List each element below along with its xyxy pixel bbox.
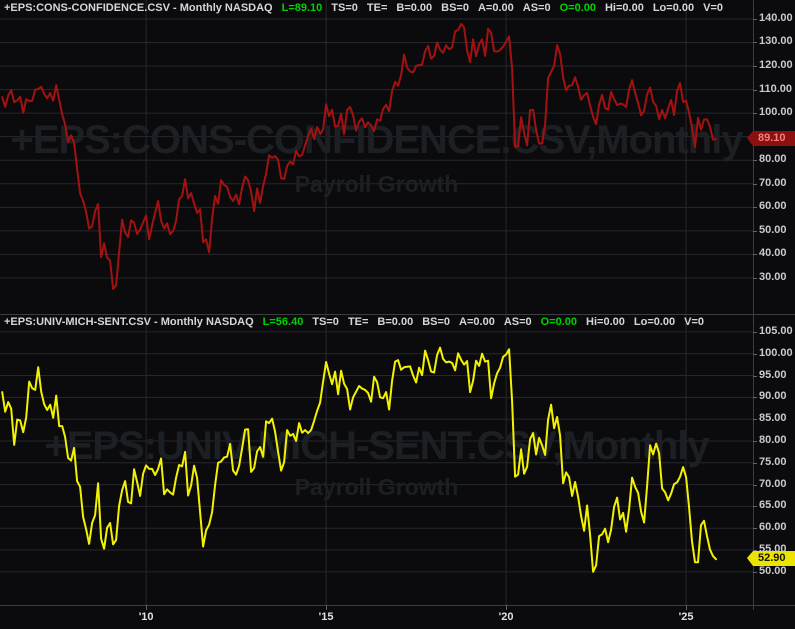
- price-axis-label: 70.00: [759, 176, 787, 189]
- price-axis-label: 140.00: [759, 11, 793, 24]
- price-axis-label: 100.00: [759, 106, 793, 119]
- price-axis-label: 80.00: [759, 153, 787, 166]
- price-axis-label: 40.00: [759, 247, 787, 260]
- price-axis-label: 75.00: [759, 455, 787, 468]
- price-axis-label: 130.00: [759, 35, 793, 48]
- price-tick-mark: [753, 277, 757, 279]
- header-field: TS=0: [312, 316, 339, 328]
- price-axis-label: 30.00: [759, 270, 787, 283]
- series-line-cons-confidence: [1, 22, 717, 290]
- panel2-header: +EPS:UNIV-MICH-SENT.CSV - Monthly NASDAQ…: [4, 316, 704, 328]
- time-axis-border: [0, 605, 795, 606]
- time-axis-label: '10: [138, 611, 154, 623]
- price-axis-label: 60.00: [759, 521, 787, 534]
- header-field: O=0.00: [540, 316, 578, 328]
- price-axis-label: 60.00: [759, 200, 787, 213]
- header-field: B=0.00: [377, 316, 414, 328]
- price-axis-label: 85.00: [759, 412, 787, 425]
- last-price-badge-cons-confidence: 89.10: [747, 130, 795, 146]
- price-axis-label: 95.00: [759, 368, 787, 381]
- header-field: BS=0: [441, 2, 469, 14]
- price-axis-label: 100.00: [759, 346, 793, 359]
- header-field: AS=0: [522, 2, 551, 14]
- header-field: V=0: [703, 2, 723, 14]
- header-field: B=0.00: [396, 2, 433, 14]
- price-tick-mark: [753, 18, 757, 20]
- price-tick-mark: [753, 42, 757, 44]
- header-field: TE=: [347, 316, 369, 328]
- badge-arrow-icon: [747, 130, 753, 146]
- last-price-value: 52.90: [758, 552, 786, 565]
- header-field: Hi=0.00: [586, 316, 625, 328]
- header-field: O=0.00: [559, 2, 596, 14]
- badge-arrow-icon: [747, 551, 753, 567]
- price-tick-mark: [753, 506, 757, 508]
- price-axis-label: 120.00: [759, 59, 793, 72]
- price-axis-label: 80.00: [759, 433, 787, 446]
- price-tick-mark: [753, 550, 757, 552]
- price-axis-label: 65.00: [759, 499, 787, 512]
- price-tick-mark: [753, 89, 757, 91]
- price-tick-mark: [753, 484, 757, 486]
- series-line-univ-mich-sent: [1, 346, 717, 573]
- time-axis-label: '15: [318, 611, 334, 623]
- header-field: BS=0: [422, 316, 451, 328]
- panel1-plot-area[interactable]: [0, 14, 753, 314]
- header-field: TE=: [366, 2, 388, 14]
- price-axis-label: 70.00: [759, 477, 787, 490]
- panel1-header: +EPS:CONS-CONFIDENCE.CSV - Monthly NASDA…: [4, 2, 723, 14]
- header-field: +EPS:CONS-CONFIDENCE.CSV - Monthly NASDA…: [4, 2, 273, 14]
- price-axis-label: 50.00: [759, 223, 787, 236]
- header-field: Lo=0.00: [652, 2, 695, 14]
- header-field: +EPS:UNIV-MICH-SENT.CSV - Monthly NASDAQ: [4, 316, 254, 328]
- price-tick-mark: [753, 160, 757, 162]
- price-tick-mark: [753, 353, 757, 355]
- last-price-value: 89.10: [758, 131, 786, 144]
- time-tick-mark: [506, 605, 508, 610]
- price-axis-label: 90.00: [759, 390, 787, 403]
- price-axis-label: 105.00: [759, 324, 793, 337]
- price-tick-mark: [753, 183, 757, 185]
- price-tick-mark: [753, 462, 757, 464]
- price-tick-mark: [753, 375, 757, 377]
- header-field: Hi=0.00: [604, 2, 644, 14]
- price-tick-mark: [753, 254, 757, 256]
- header-field: A=0.00: [459, 316, 495, 328]
- header-field: AS=0: [503, 316, 532, 328]
- price-tick-mark: [753, 419, 757, 421]
- price-tick-mark: [753, 571, 757, 573]
- time-axis-label: '25: [678, 611, 694, 623]
- price-tick-mark: [753, 528, 757, 530]
- price-axis-label: 110.00: [759, 82, 793, 95]
- price-axis-border: [753, 0, 754, 610]
- header-field: L=56.40: [262, 316, 304, 328]
- header-field: TS=0: [331, 2, 358, 14]
- price-axis-label: 50.00: [759, 564, 787, 577]
- price-tick-mark: [753, 331, 757, 333]
- price-tick-mark: [753, 207, 757, 209]
- last-price-badge-univ-mich-sent: 52.90: [747, 551, 795, 567]
- header-field: Lo=0.00: [633, 316, 676, 328]
- price-tick-mark: [753, 66, 757, 68]
- panel-separator[interactable]: [0, 314, 795, 315]
- price-tick-mark: [753, 397, 757, 399]
- price-tick-mark: [753, 113, 757, 115]
- price-tick-mark: [753, 440, 757, 442]
- time-tick-mark: [146, 605, 148, 610]
- header-field: V=0: [684, 316, 705, 328]
- panel2-plot-area[interactable]: [0, 314, 753, 605]
- time-tick-mark: [686, 605, 688, 610]
- price-tick-mark: [753, 230, 757, 232]
- time-axis-label: '20: [498, 611, 514, 623]
- header-field: A=0.00: [477, 2, 514, 14]
- header-field: L=89.10: [281, 2, 323, 14]
- time-tick-mark: [326, 605, 328, 610]
